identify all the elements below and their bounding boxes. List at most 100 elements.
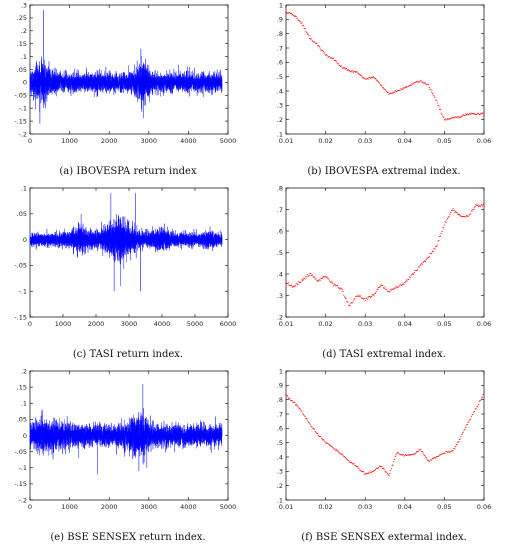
extremal-point <box>404 86 407 88</box>
extremal-point <box>379 84 381 86</box>
extremal-point <box>416 81 418 83</box>
extremal-point <box>333 283 335 285</box>
extremal-point <box>399 284 401 286</box>
extremal-point <box>324 53 326 55</box>
extremal-point <box>453 117 455 119</box>
extremal-point <box>290 13 293 14</box>
extremal-point <box>349 70 351 72</box>
extremal-point <box>360 470 362 472</box>
extremal-point <box>439 454 442 456</box>
extremal-point <box>305 30 307 32</box>
extremal-point <box>381 284 383 286</box>
extremal-point <box>447 216 449 218</box>
x-tick-label-c: 4000 <box>154 320 171 328</box>
extremal-point <box>427 257 429 259</box>
return-series-line-e <box>29 383 223 475</box>
extremal-point <box>397 286 400 288</box>
extremal-point <box>344 68 346 70</box>
extremal-point <box>400 454 402 456</box>
extremal-point <box>358 73 360 75</box>
extremal-point <box>428 87 430 89</box>
extremal-point <box>313 277 315 278</box>
extremal-point <box>483 204 485 206</box>
extremal-point <box>437 240 439 242</box>
extremal-point <box>291 400 293 402</box>
extremal-point <box>383 88 385 90</box>
extremal-point <box>372 471 374 472</box>
y-tick-label-f: .7 <box>277 410 283 418</box>
panel-c: -.15 -.1 -.05 0 .05 .1 0 1000 2000 3000 4000 5000 60… <box>0 183 256 366</box>
extremal-point <box>475 114 477 115</box>
x-tick-label-b: 0.04 <box>398 137 412 145</box>
extremal-point <box>335 60 337 62</box>
extremal-point <box>449 452 451 453</box>
extremal-point <box>361 298 363 299</box>
extremal-point <box>454 447 456 449</box>
extremal-point <box>388 93 390 95</box>
extremal-point <box>467 114 469 116</box>
extremal-point <box>350 461 352 463</box>
extremal-point <box>387 290 389 292</box>
extremal-point <box>324 441 326 443</box>
extremal-point <box>450 117 453 119</box>
extremal-point <box>363 78 366 80</box>
extremal-point <box>313 428 316 430</box>
extremal-point <box>370 77 372 79</box>
extremal-point <box>351 70 354 72</box>
extremal-point <box>466 215 468 217</box>
extremal-point <box>321 49 323 51</box>
extremal-point <box>429 88 431 90</box>
extremal-point <box>367 78 369 80</box>
plot-frame-c <box>29 187 229 318</box>
x-tick-label-d: 0.03 <box>358 320 372 328</box>
extremal-point <box>299 21 301 23</box>
extremal-point <box>339 65 341 67</box>
extremal-point <box>479 114 481 115</box>
extremal-point <box>301 410 303 412</box>
extremal-point <box>378 286 381 288</box>
extremal-point <box>310 275 312 276</box>
extremal-point <box>416 269 418 271</box>
extremal-point <box>357 466 359 468</box>
extremal-point <box>381 466 383 468</box>
y-tick-label-d: .3 <box>277 292 283 300</box>
extremal-point <box>305 276 308 278</box>
extremal-point <box>392 289 394 290</box>
extremal-point <box>458 214 461 215</box>
extremal-point <box>333 448 335 450</box>
x-tick-label-c: 6000 <box>220 320 237 328</box>
extremal-point <box>330 281 332 283</box>
extremal-point <box>375 79 377 81</box>
extremal-point <box>411 83 413 85</box>
x-tick-label-d: 0.02 <box>318 320 332 328</box>
extremal-point <box>285 282 287 283</box>
extremal-point <box>325 442 327 444</box>
extremal-point <box>297 19 299 21</box>
x-tick-label-f: 0.01 <box>279 503 293 511</box>
extremal-point <box>431 457 434 459</box>
extremal-point <box>317 45 320 46</box>
extremal-point <box>398 453 400 455</box>
extremal-point <box>289 398 291 400</box>
extremal-point <box>344 296 346 298</box>
extremal-point <box>462 431 465 433</box>
extremal-point <box>435 456 438 458</box>
extremal-point <box>394 287 396 289</box>
extremal-point <box>376 289 378 291</box>
extremal-point <box>327 278 329 280</box>
extremal-point <box>332 282 334 284</box>
extremal-point <box>317 432 319 434</box>
extremal-point <box>314 42 316 44</box>
extremal-point <box>287 12 289 14</box>
extremal-point <box>289 12 291 14</box>
extremal-point <box>292 402 294 403</box>
extremal-point <box>444 118 446 120</box>
extremal-point <box>338 287 340 289</box>
extremal-point <box>469 213 472 215</box>
extremal-point <box>443 452 445 454</box>
extremal-point <box>396 287 398 289</box>
extremal-point <box>472 414 474 416</box>
extremal-point <box>405 279 407 281</box>
extremal-point <box>302 412 304 414</box>
extremal-point <box>423 454 425 456</box>
